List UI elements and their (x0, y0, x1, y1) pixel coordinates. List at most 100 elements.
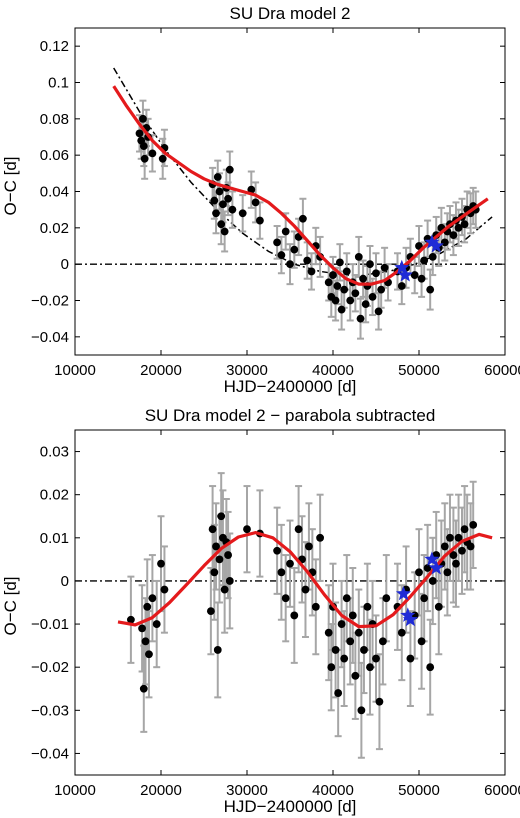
bottom-chart-data-point-2 (139, 684, 148, 693)
top-chart-data-point-49 (354, 253, 363, 261)
top-chart-data-point-27 (277, 251, 286, 259)
top-chart-data-point-11 (210, 196, 219, 205)
bottom-chart-data-point-0 (126, 615, 135, 624)
bottom-chart-data-point-67 (428, 577, 437, 585)
top-chart-x-tick-label-1: 20000 (140, 362, 182, 379)
top-chart-model-curve (112, 85, 489, 286)
bottom-chart-data-point-31 (301, 585, 310, 594)
bottom-chart-data-point-36 (324, 628, 333, 637)
bottom-chart-y-tick-label-7: 0.03 (40, 444, 69, 461)
top-chart-data-point-8 (158, 154, 167, 163)
top-chart-data-point-43 (337, 305, 346, 314)
bottom-chart-star-point-0 (395, 585, 412, 601)
top-chart-data-point-58 (377, 285, 386, 294)
top-chart-y-tick-label-5: 0.06 (40, 147, 69, 164)
bottom-chart-data-point-25 (277, 568, 286, 577)
bottom-chart-plot-layer (75, 472, 505, 759)
bottom-chart-data-point-37 (327, 663, 336, 672)
top-chart-data-point-37 (324, 278, 333, 287)
top-chart-data-point-57 (374, 307, 383, 316)
top-chart-data-point-3 (139, 142, 148, 150)
top-chart-star-point-1 (397, 267, 413, 282)
top-chart-x-tick-label-4: 50000 (398, 362, 440, 379)
top-chart-y-tick-label-1: −0.02 (31, 293, 69, 310)
bottom-chart-data-point-20 (224, 551, 232, 559)
bottom-chart-data-point-62 (415, 568, 423, 577)
top-chart-data-point-29 (286, 260, 294, 269)
bottom-chart-data-point-44 (346, 637, 355, 646)
top-chart-data-point-12 (212, 209, 220, 218)
bottom-chart-y-tick-label-6: 0.02 (40, 487, 69, 504)
top-chart-data-point-2 (139, 114, 147, 123)
bottom-chart-data-point-74 (449, 551, 458, 559)
bottom-chart-data-point-69 (434, 602, 443, 611)
top-chart-title: SU Dra model 2 (230, 4, 351, 23)
top-chart-data-point-32 (299, 214, 307, 223)
top-chart-data-point-26 (273, 238, 281, 247)
bottom-chart-data-point-48 (357, 706, 366, 715)
top-chart-data-point-0 (135, 129, 144, 138)
bottom-chart-y-tick-label-5: 0.01 (40, 530, 69, 547)
top-chart-data-point-50 (356, 314, 365, 323)
bottom-chart-star-point-1 (400, 607, 416, 622)
top-chart: SU Dra model 2 HJD−2400000 [d] O−C [d] 1… (1, 4, 520, 396)
bottom-chart-data-point-66 (426, 663, 435, 672)
bottom-chart-star-point-3 (424, 551, 440, 566)
top-chart-y-tick-label-6: 0.08 (40, 111, 69, 128)
bottom-chart-data-point-75 (452, 559, 460, 568)
bottom-chart-y-tick-label-0: −0.04 (31, 745, 69, 762)
top-chart-data-point-39 (329, 271, 337, 279)
bottom-chart-data-point-9 (160, 585, 169, 594)
bottom-chart-data-point-6 (148, 594, 157, 603)
top-chart-data-point-71 (428, 253, 437, 261)
top-chart-data-point-20 (225, 165, 234, 174)
bottom-chart-data-point-51 (366, 663, 374, 672)
top-chart-data-point-75 (440, 238, 449, 247)
top-chart-data-point-62 (397, 282, 406, 290)
top-chart-data-point-30 (290, 245, 299, 254)
top-chart-y-axis-label: O−C [d] (1, 156, 20, 215)
top-chart-data-point-59 (380, 263, 389, 272)
bottom-chart-data-point-15 (215, 555, 224, 564)
bottom-chart-data-point-13 (212, 542, 220, 551)
bottom-chart-x-tick-label-1: 20000 (140, 782, 182, 799)
top-chart-data-point-65 (410, 271, 419, 279)
top-chart-data-point-7 (148, 149, 157, 158)
top-chart-y-tick-label-7: 0.1 (48, 75, 69, 92)
bottom-chart-data-point-12 (210, 568, 219, 577)
bottom-chart: SU Dra model 2 − parabola subtracted HJD… (1, 406, 520, 816)
bottom-chart-data-point-24 (273, 546, 281, 555)
top-chart-x-tick-label-0: 10000 (54, 362, 96, 379)
bottom-chart-data-point-22 (243, 525, 251, 534)
top-chart-data-point-28 (281, 227, 290, 236)
bottom-chart-data-point-45 (348, 611, 357, 620)
top-chart-data-point-22 (238, 209, 247, 218)
bottom-chart-data-point-39 (331, 646, 340, 654)
top-chart-data-point-70 (426, 285, 435, 294)
bottom-chart-axes-frame (74, 429, 506, 776)
bottom-chart-y-tick-label-1: −0.03 (31, 702, 69, 719)
top-chart-data-point-41 (333, 282, 342, 290)
bottom-chart-data-point-26 (281, 594, 290, 603)
bottom-chart-data-point-1 (138, 624, 146, 633)
bottom-chart-data-point-8 (157, 559, 165, 568)
bottom-chart-y-tick-label-3: −0.01 (31, 616, 69, 633)
top-chart-data-point-14 (215, 187, 224, 196)
top-chart-x-tick-label-3: 40000 (312, 362, 354, 379)
bottom-chart-data-point-73 (446, 533, 454, 542)
top-chart-y-tick-label-8: 0.12 (40, 38, 69, 55)
bottom-chart-data-point-4 (143, 602, 152, 611)
bottom-chart-data-point-3 (141, 637, 150, 646)
bottom-chart-y-tick-label-4: 0 (61, 573, 69, 590)
bottom-chart-title: SU Dra model 2 − parabola subtracted (145, 406, 436, 425)
bottom-chart-data-point-58 (397, 628, 406, 637)
top-chart-data-point-13 (213, 173, 222, 181)
bottom-chart-data-point-10 (206, 607, 215, 616)
bottom-chart-data-point-41 (337, 620, 346, 628)
bottom-chart-data-point-55 (378, 637, 387, 646)
bottom-chart-data-point-76 (454, 533, 463, 542)
bottom-chart-data-point-46 (351, 671, 360, 680)
bottom-chart-data-point-81 (469, 520, 478, 529)
top-chart-data-point-54 (366, 260, 374, 269)
bottom-chart-data-point-14 (213, 646, 222, 654)
